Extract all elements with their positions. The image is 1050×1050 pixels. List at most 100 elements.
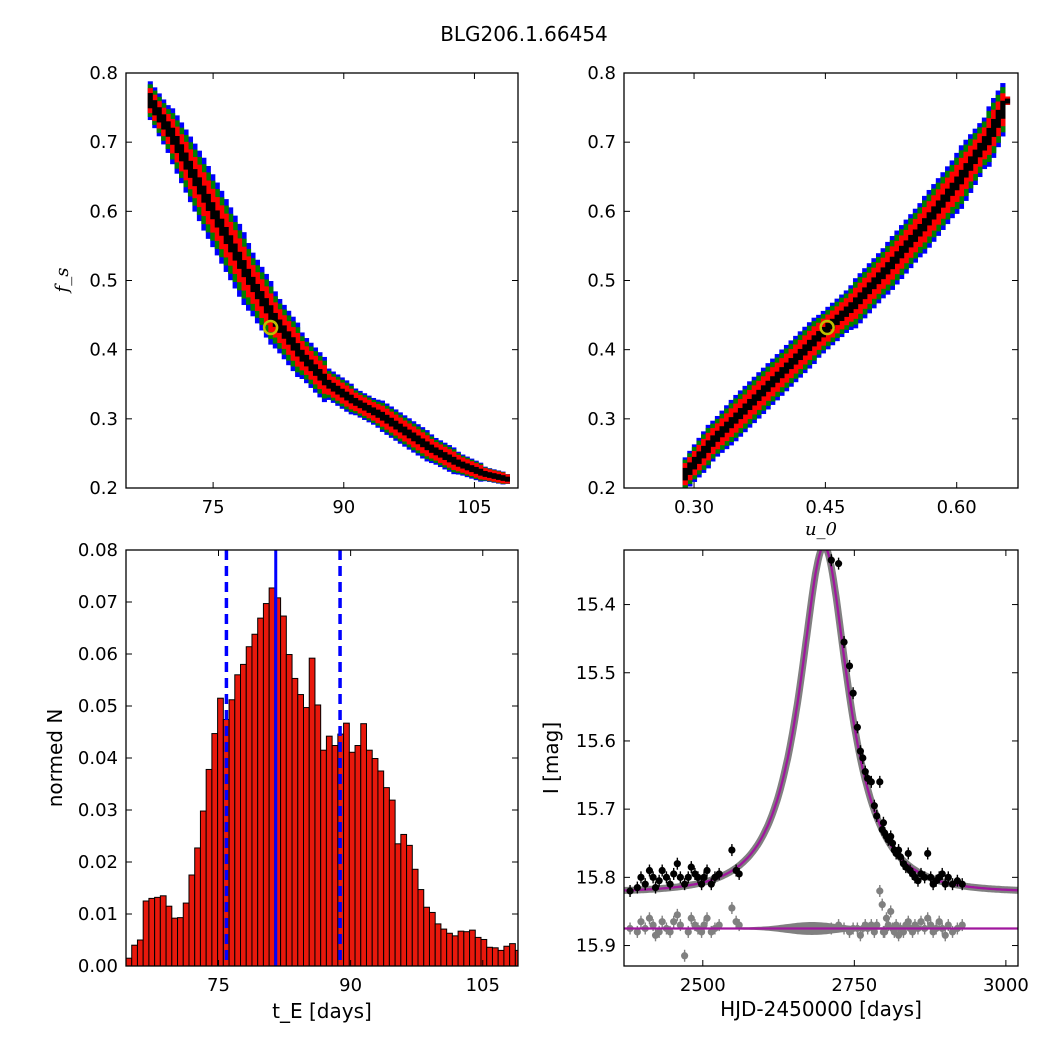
contour-cell — [756, 389, 762, 401]
contour-cell — [424, 441, 430, 451]
contour-cell — [397, 423, 403, 433]
data-point — [904, 849, 912, 858]
contour-cell — [760, 385, 767, 397]
data-point — [879, 819, 888, 827]
residual-point — [941, 931, 949, 939]
data-point — [662, 873, 671, 881]
histogram-bar — [268, 587, 276, 966]
x-tick-label: 75 — [202, 497, 225, 518]
contour-cell — [250, 276, 256, 293]
contour-cell — [317, 369, 323, 381]
axis-ticks-light-curve: 2500 2750 3000 15.4 15.5 15.6 15.7 15.8 15.9 — [576, 550, 1029, 996]
contour-cell — [232, 243, 238, 261]
contour-cell — [747, 398, 753, 411]
panel-te-histogram: 75 90 105 0.00 0.01 0.02 0.03 0.04 0.05 0.06 0.07 0… — [43, 540, 573, 1023]
contour-cell — [268, 305, 274, 321]
histogram-bar — [544, 954, 550, 966]
ylabel-fs: f_s — [52, 268, 73, 295]
contour-cell — [696, 451, 702, 464]
histogram-bar — [314, 704, 322, 966]
residual-point — [637, 918, 645, 926]
histogram-bar — [469, 929, 476, 966]
contour-cell — [326, 379, 332, 389]
data-point — [827, 556, 835, 564]
contour-cell — [384, 414, 390, 424]
contour-cell — [991, 118, 997, 137]
data-point — [887, 832, 895, 841]
y-tick-label: 0.7 — [587, 132, 616, 153]
data-point — [840, 638, 848, 646]
data-point — [859, 754, 867, 762]
contour-cell — [880, 267, 886, 280]
contour-cell — [281, 325, 287, 339]
y-tick-label: 15.7 — [576, 799, 616, 820]
residual-point — [649, 921, 657, 929]
contour-cell — [788, 358, 794, 370]
contour-cell — [237, 251, 243, 269]
contour-cell — [935, 200, 942, 214]
residual-point — [687, 914, 695, 922]
contour-cell — [774, 371, 780, 383]
histogram-bar — [285, 654, 293, 966]
contour-cell — [174, 135, 180, 154]
histogram-bar — [550, 951, 556, 966]
x-tick-label: 90 — [339, 975, 362, 996]
histogram-bar — [251, 633, 259, 966]
contour-cell — [793, 353, 799, 365]
contour-cell — [201, 185, 207, 203]
histogram-bar — [308, 657, 316, 966]
contour-cell — [455, 459, 461, 467]
data-point — [673, 860, 681, 868]
y-tick-label: 0.04 — [78, 748, 118, 769]
data-point — [681, 880, 689, 888]
histogram-bar — [177, 917, 184, 966]
contour-cell — [371, 407, 377, 416]
contour-cell — [304, 354, 310, 367]
contour-cell — [691, 456, 698, 470]
contour-cell — [802, 344, 808, 356]
contour-cell — [210, 202, 216, 220]
contour-cell — [295, 343, 301, 357]
histogram-bar — [514, 949, 518, 966]
residual-point — [873, 921, 881, 929]
histogram-bar — [297, 694, 305, 966]
y-tick-label: 0.3 — [89, 409, 118, 430]
data-point — [728, 846, 736, 854]
data-point — [894, 846, 903, 854]
contour-cell — [687, 462, 693, 475]
contour-cell — [308, 359, 314, 372]
contour-cell — [420, 438, 426, 448]
contour-cell — [940, 194, 946, 208]
model-uncertainty-band — [624, 550, 1018, 894]
histogram-bar — [337, 733, 345, 966]
residual-point — [924, 914, 932, 922]
contour-cell — [366, 405, 372, 413]
contour-cell — [885, 262, 891, 275]
x-tick-label: 0.60 — [937, 497, 977, 518]
light-curve-plot — [624, 550, 1018, 962]
contour-cell — [972, 149, 978, 165]
histogram-bar — [331, 745, 339, 966]
contour-cell — [259, 291, 265, 307]
y-tick-label: 0.4 — [89, 340, 118, 361]
data-point — [666, 880, 674, 888]
residual-point — [658, 918, 666, 926]
histogram-bar — [234, 674, 242, 966]
axis-ticks-te-fs: 75 90 105 0.2 0.3 0.4 0.5 0.6 0.7 0.8 — [89, 63, 518, 518]
histogram-bar — [567, 962, 573, 966]
histogram-bar — [205, 768, 213, 966]
y-tick-label: 0.08 — [78, 540, 118, 561]
data-point — [700, 873, 708, 881]
data-point — [845, 662, 854, 670]
contour-cell — [728, 417, 734, 429]
contour-cell — [161, 114, 167, 130]
contour-cell — [192, 169, 198, 187]
contour-cell — [460, 461, 466, 469]
contour-cell — [839, 310, 845, 321]
residual-point — [944, 921, 952, 929]
contour-cell — [357, 400, 363, 409]
contour-cell — [245, 268, 252, 285]
histogram-bar — [245, 646, 253, 966]
contour-cell — [857, 292, 863, 305]
